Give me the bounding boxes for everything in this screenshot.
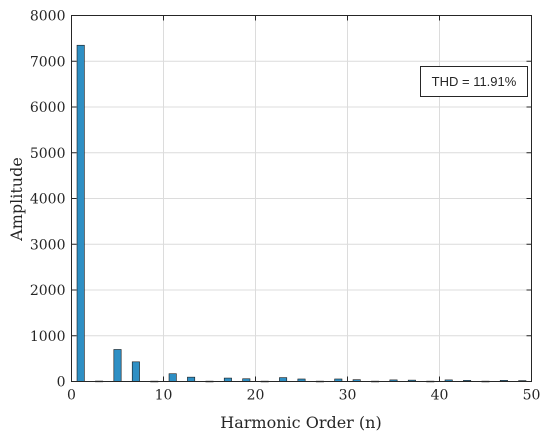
x-axis-label: Harmonic Order (n): [220, 413, 381, 432]
y-tick-label: 8000: [30, 9, 66, 25]
x-tick-label: 30: [339, 388, 357, 404]
y-ticks: 0 1000 2000 3000 4000 5000 6000 7000 8000: [30, 9, 532, 391]
bar-harmonic-1: [76, 44, 85, 382]
x-tick-label: 40: [431, 388, 449, 404]
x-tick-label: 10: [155, 388, 173, 404]
bar-harmonic-11: [168, 373, 177, 382]
y-tick-label: 2000: [30, 283, 66, 299]
bar-harmonic-5: [113, 349, 122, 382]
x-ticks: 0 10 20 30 40 50: [67, 15, 541, 404]
thd-annotation: THD = 11.91%: [420, 66, 528, 97]
x-tick-label: 0: [67, 388, 76, 404]
y-tick-label: 4000: [30, 192, 66, 208]
y-tick-label: 1000: [30, 329, 66, 345]
y-tick-label: 0: [57, 375, 66, 391]
bar-harmonic-13: [187, 376, 196, 382]
y-tick-label: 6000: [30, 100, 66, 116]
x-tick-label: 50: [523, 388, 541, 404]
bar-harmonic-23: [279, 377, 288, 382]
x-tick-label: 20: [247, 388, 265, 404]
bar-harmonic-7: [131, 361, 140, 382]
y-tick-label: 5000: [30, 146, 66, 162]
thd-annotation-box: [420, 66, 528, 97]
thd-annotation-text: THD = 11.91%: [432, 74, 517, 89]
y-tick-label: 7000: [30, 54, 66, 70]
y-axis-label: Amplitude: [7, 157, 26, 242]
y-tick-label: 3000: [30, 237, 66, 253]
bar-harmonic-17: [223, 377, 232, 382]
